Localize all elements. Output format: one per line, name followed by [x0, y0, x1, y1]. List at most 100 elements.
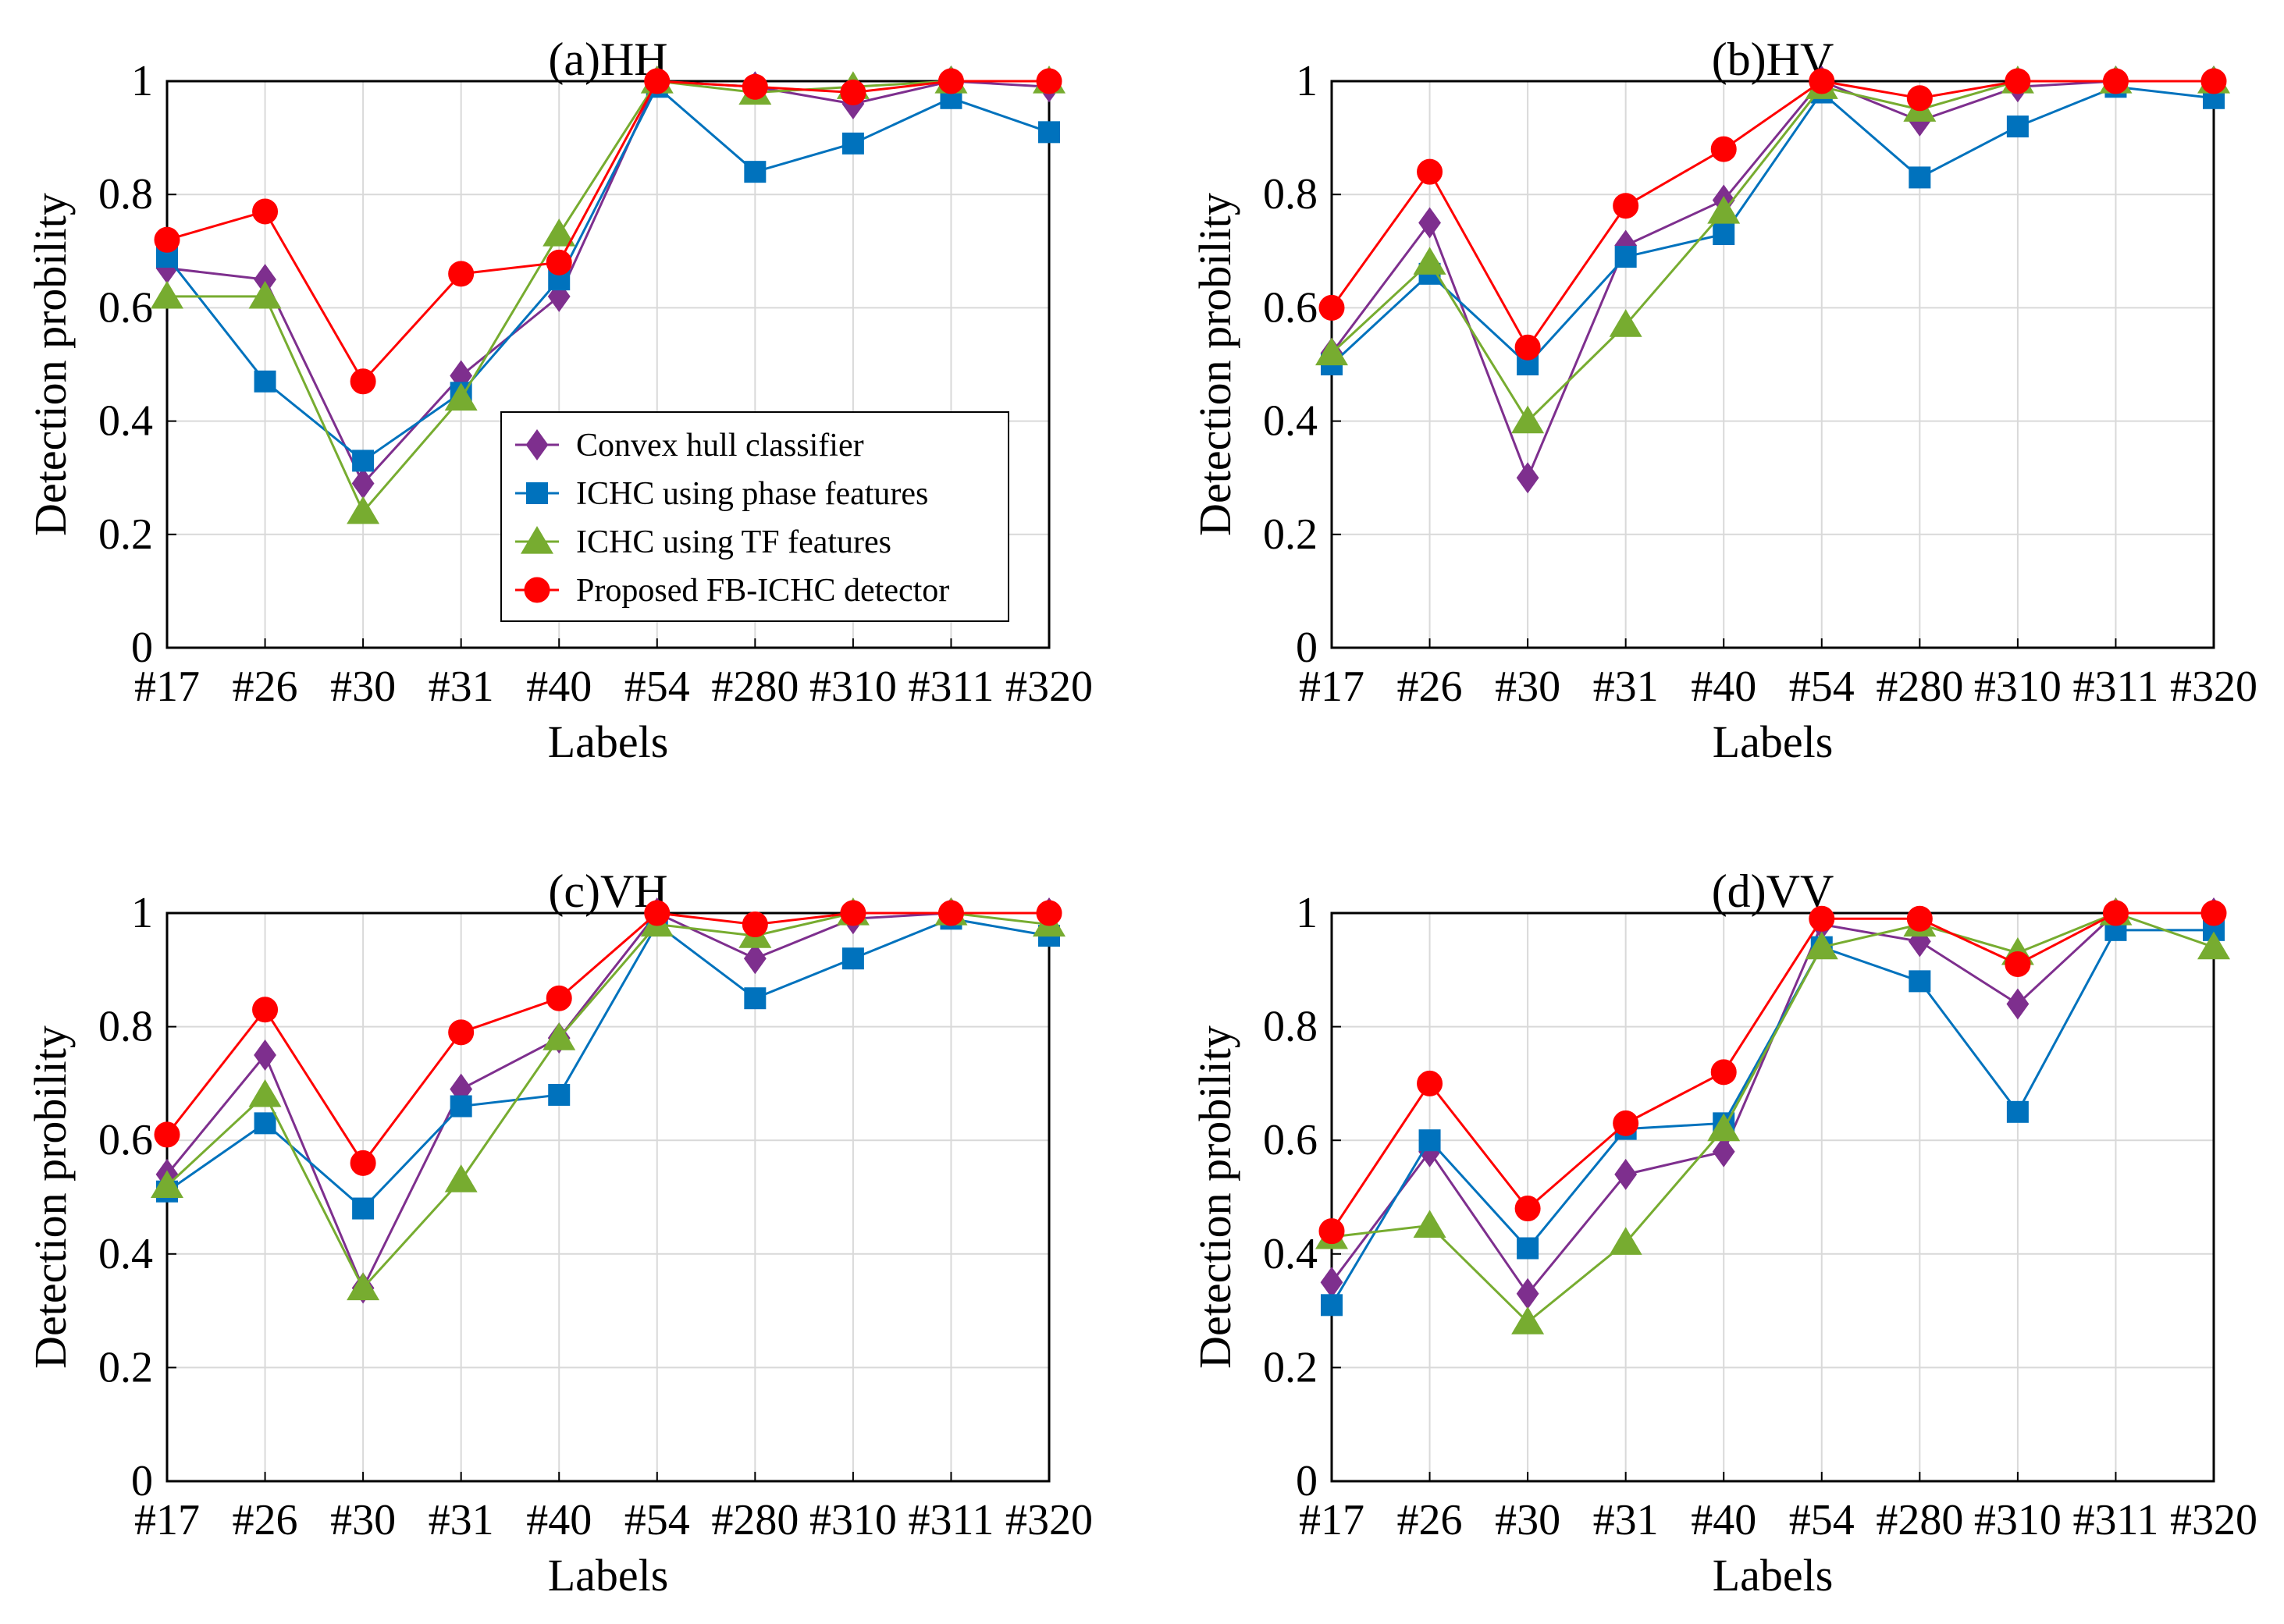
legend-marker-circle: [524, 577, 550, 603]
data-point-circle: [1514, 334, 1541, 361]
series-vv-circle: [1318, 900, 2227, 1245]
series-line-diamond: [165, 912, 1049, 1292]
data-point-square: [548, 1083, 571, 1106]
y-tick-label: 1: [1296, 889, 1318, 937]
x-tick-label: #17: [1299, 663, 1364, 711]
y-tick-label: 0.4: [98, 397, 153, 446]
data-point-circle: [350, 1150, 376, 1176]
data-point-triangle: [347, 1272, 380, 1301]
x-tick-label: #280: [1876, 663, 1963, 711]
y-tick-label: 0.4: [98, 1230, 153, 1278]
y-tick-label: 0.6: [1263, 1116, 1318, 1164]
data-point-circle: [644, 900, 671, 926]
x-axis-label-hv: Labels: [1713, 716, 1834, 767]
data-point-triangle: [2197, 931, 2230, 960]
y-axis-label-vh: Detection probility: [25, 1025, 76, 1369]
data-point-circle: [1417, 1070, 1443, 1096]
y-axis-label-vv: Detection probility: [1190, 1025, 1240, 1369]
x-tick-label: #31: [1593, 663, 1659, 711]
data-point-circle: [1613, 193, 1639, 219]
data-point-circle: [840, 80, 866, 106]
data-point-diamond: [743, 943, 767, 975]
y-tick-label: 1: [131, 889, 153, 937]
data-point-triangle: [543, 1022, 576, 1050]
data-point-diamond: [1418, 207, 1441, 239]
data-point-square: [1909, 166, 1931, 189]
data-point-circle: [2005, 68, 2031, 94]
data-point-triangle: [1609, 309, 1642, 337]
legend-box: [500, 411, 1009, 622]
series-line-square: [1330, 85, 2215, 367]
series-line-triangle: [1330, 80, 2214, 423]
data-point-triangle: [248, 1079, 282, 1107]
data-point-diamond: [1516, 462, 1539, 494]
data-point-square: [1418, 1129, 1441, 1152]
x-tick-label: #54: [624, 663, 690, 711]
y-tick-label: 0.6: [1263, 283, 1318, 332]
x-tick-label: #17: [134, 1496, 200, 1544]
data-point-circle: [1710, 136, 1737, 162]
data-point-circle: [448, 261, 475, 287]
x-axis-label-hh: Labels: [548, 716, 669, 767]
series-hv-triangle: [1315, 66, 2230, 434]
y-tick-label: 0.4: [1263, 1230, 1318, 1278]
series-vh-diamond: [155, 897, 1061, 1304]
grid-hv: [1331, 80, 2215, 649]
data-point-circle: [1906, 85, 1933, 112]
series-hv-circle: [1318, 68, 2227, 361]
x-tick-label: #54: [1789, 663, 1855, 711]
data-point-circle: [546, 985, 572, 1011]
data-point-triangle: [1511, 405, 1545, 434]
data-point-square: [254, 370, 276, 393]
data-point-circle: [2102, 900, 2129, 926]
data-point-circle: [252, 198, 279, 225]
y-tick-label: 0.8: [98, 1003, 153, 1051]
series-hv-square: [1321, 76, 2225, 375]
series-line-circle: [166, 80, 1049, 384]
panel-vh: #17 #26 #30 #31 #40 #54 #280 #310 #311 #320 0 0.2 0.…: [25, 865, 1093, 1601]
data-point-circle: [1417, 158, 1443, 185]
legend-marker-triangle: [521, 526, 553, 554]
x-tick-label: #311: [2072, 1496, 2158, 1544]
x-tick-label: #311: [908, 1496, 994, 1544]
data-point-square: [2006, 1100, 2029, 1123]
data-point-circle: [154, 1121, 180, 1148]
data-point-square: [744, 987, 767, 1010]
data-point-triangle: [1413, 247, 1446, 275]
legend-marker-square: [526, 482, 548, 504]
x-tick-label: #26: [1397, 1496, 1463, 1544]
data-point-circle: [2200, 900, 2227, 926]
data-point-triangle: [1707, 195, 1741, 224]
data-point-triangle: [1315, 337, 1348, 366]
data-point-triangle: [151, 280, 183, 309]
data-point-diamond: [351, 467, 375, 499]
data-point-diamond: [1418, 1135, 1441, 1167]
y-axis-label-hh: Detection probility: [25, 193, 76, 536]
data-point-circle: [1514, 1196, 1541, 1222]
legend-entry-label: Proposed FB-ICHC detector: [576, 573, 949, 609]
data-point-square: [1038, 121, 1060, 144]
data-point-circle: [1318, 1218, 1345, 1245]
data-point-circle: [252, 997, 279, 1023]
series-line-diamond: [1330, 80, 2214, 482]
data-point-circle: [937, 900, 964, 926]
series-vv-diamond: [1320, 897, 2225, 1310]
data-point-diamond: [254, 1039, 276, 1071]
data-point-circle: [546, 249, 572, 275]
chart-title-vv: (d)VV: [1712, 865, 1834, 917]
x-tick-label: #31: [429, 663, 494, 711]
series-line-triangle: [165, 912, 1050, 1291]
series-line-diamond: [1330, 912, 2214, 1296]
x-tick-label: #40: [1691, 663, 1756, 711]
data-point-triangle: [444, 1164, 478, 1192]
panel-hh: #17 #26 #30 #31 #40 #54 #280 #310 #311 #320 0 0.2 0.…: [25, 34, 1093, 767]
series-line-square: [1330, 929, 2214, 1306]
data-point-diamond: [1712, 1135, 1735, 1167]
y-tick-label: 0.8: [1263, 170, 1318, 219]
x-axis-label-vh: Labels: [548, 1550, 669, 1601]
x-tick-label: #311: [2072, 663, 2158, 711]
data-point-circle: [937, 68, 964, 94]
x-tick-label: #280: [1876, 1496, 1963, 1544]
